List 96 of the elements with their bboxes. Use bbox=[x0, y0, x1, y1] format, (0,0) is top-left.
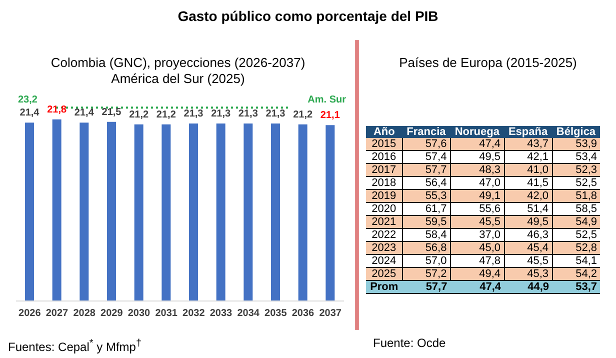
data-label: 45,0 bbox=[450, 242, 504, 254]
data-label: 21,4 bbox=[74, 108, 94, 119]
data-label: 57,6 bbox=[402, 138, 450, 150]
data-label: 52,8 bbox=[552, 242, 600, 254]
data-label: 21,3 bbox=[184, 108, 204, 120]
data-label: 56,8 bbox=[402, 242, 450, 254]
data-label: 37,0 bbox=[450, 228, 504, 242]
x-tick-label: 2037 bbox=[319, 308, 342, 320]
data-label: 55,6 bbox=[450, 202, 504, 216]
data-label: 61,7 bbox=[402, 202, 450, 216]
data-label: 48,3 bbox=[450, 164, 504, 176]
x-tick-label: España bbox=[507, 126, 549, 138]
data-label: 47,0 bbox=[450, 176, 504, 190]
data-label: 45,5 bbox=[450, 216, 504, 228]
data-label: 45,4 bbox=[504, 242, 552, 254]
x-tick-label: Bélgica bbox=[555, 126, 597, 138]
x-tick-label: Francia bbox=[406, 126, 447, 138]
data-label: 54,9 bbox=[552, 216, 600, 228]
data-label: 51,4 bbox=[504, 202, 552, 216]
data-label: 45,5 bbox=[504, 254, 552, 268]
data-label: 57,0 bbox=[402, 254, 450, 268]
data-label: 42,1 bbox=[504, 150, 552, 164]
data-label: 57,2 bbox=[402, 268, 450, 280]
data-label: 53,9 bbox=[552, 138, 600, 150]
x-tick-label: 2034 bbox=[237, 308, 260, 320]
y-tick-label: Prom bbox=[366, 280, 402, 294]
data-label: 52,5 bbox=[552, 228, 600, 242]
chart-title: Países de Europa (2015-2025) bbox=[398, 55, 578, 70]
x-tick-label: 2033 bbox=[210, 308, 233, 320]
data-label: 47,4 bbox=[450, 138, 504, 150]
data-label: 58,4 bbox=[402, 228, 450, 242]
chart-title: Gasto público como porcentaje del PIB bbox=[176, 8, 440, 24]
y-tick-label: 2019 bbox=[366, 190, 402, 202]
y-tick-label: 2024 bbox=[366, 254, 402, 268]
y-tick-label: 2022 bbox=[366, 228, 402, 242]
y-tick-label: 2018 bbox=[366, 176, 402, 190]
chart-subtitle: Colombia (GNC), proyecciones (2026-2037) América del Sur (2025) bbox=[50, 55, 306, 86]
source-note: Fuentes: Cepal$^{*}$ y Mfmp$^{†}$ bbox=[8, 338, 142, 354]
y-axis-title: Año bbox=[372, 126, 396, 138]
data-label: 55,3 bbox=[402, 190, 450, 202]
data-label: 53,4 bbox=[552, 150, 600, 164]
data-label: 21,2 bbox=[156, 109, 176, 120]
data-label: 47,8 bbox=[450, 254, 504, 268]
y-tick-label: 2017 bbox=[366, 164, 402, 176]
data-label: 49,4 bbox=[450, 268, 504, 280]
data-label: 57,7 bbox=[402, 164, 450, 176]
data-label: 21,5 bbox=[102, 106, 122, 118]
data-label: 44,9 bbox=[504, 280, 552, 294]
data-label: 54,1 bbox=[552, 254, 600, 268]
data-label: 21,3 bbox=[211, 108, 231, 120]
data-label: 21,8 bbox=[47, 104, 67, 116]
data-label: 56,4 bbox=[402, 176, 450, 190]
x-tick-label: 2031 bbox=[155, 308, 178, 320]
data-label: 21,1 bbox=[320, 110, 340, 122]
y-tick-label: 2025 bbox=[366, 268, 402, 280]
y-tick-label: 2023 bbox=[366, 242, 402, 254]
x-tick-label: 2030 bbox=[128, 308, 151, 320]
data-label: 42,0 bbox=[504, 190, 552, 202]
data-label: 53,7 bbox=[552, 280, 600, 294]
x-tick-label: 2036 bbox=[292, 308, 315, 320]
y-tick-label: 2016 bbox=[366, 150, 402, 164]
data-label: 41,5 bbox=[504, 176, 552, 190]
x-tick-label: 2026 bbox=[18, 308, 42, 320]
data-label: 49,5 bbox=[504, 216, 552, 228]
data-label: 47,4 bbox=[450, 280, 504, 294]
x-tick-label: 2027 bbox=[46, 308, 69, 320]
data-label: 51,8 bbox=[552, 190, 600, 202]
data-label: 46,3 bbox=[504, 228, 552, 242]
x-tick-label: 2032 bbox=[182, 308, 206, 320]
data-label: 49,1 bbox=[450, 190, 504, 202]
data-label: 57,7 bbox=[402, 280, 450, 294]
data-label: 21,3 bbox=[266, 108, 286, 120]
text: 23,2 bbox=[18, 94, 38, 106]
x-tick-label: 2035 bbox=[264, 308, 288, 320]
data-label: 52,3 bbox=[552, 164, 600, 176]
data-label: 45,3 bbox=[504, 268, 552, 280]
data-label: 49,5 bbox=[450, 150, 504, 164]
data-label: 43,7 bbox=[504, 138, 552, 150]
data-label: 21,4 bbox=[20, 108, 40, 119]
y-tick-label: 2015 bbox=[366, 138, 402, 150]
data-label: 54,2 bbox=[552, 268, 600, 280]
data-label: 21,2 bbox=[129, 109, 149, 120]
source-note: Fuente: Ocde bbox=[373, 336, 446, 350]
data-label: 41,0 bbox=[504, 164, 552, 176]
data-label: 52,5 bbox=[552, 176, 600, 190]
x-tick-label: 2028 bbox=[73, 308, 96, 320]
data-label: 59,5 bbox=[402, 216, 450, 228]
data-label: 58,5 bbox=[552, 202, 600, 216]
data-label: 57,4 bbox=[402, 150, 450, 164]
x-tick-label: 2029 bbox=[100, 308, 124, 320]
data-label: 21,2 bbox=[293, 109, 313, 120]
y-tick-label: 2020 bbox=[366, 202, 402, 216]
y-tick-label: 2021 bbox=[366, 216, 402, 228]
ref-line-label: Am. Sur bbox=[308, 94, 346, 106]
x-tick-label: Noruega bbox=[454, 126, 500, 138]
data-label: 21,3 bbox=[238, 108, 258, 120]
